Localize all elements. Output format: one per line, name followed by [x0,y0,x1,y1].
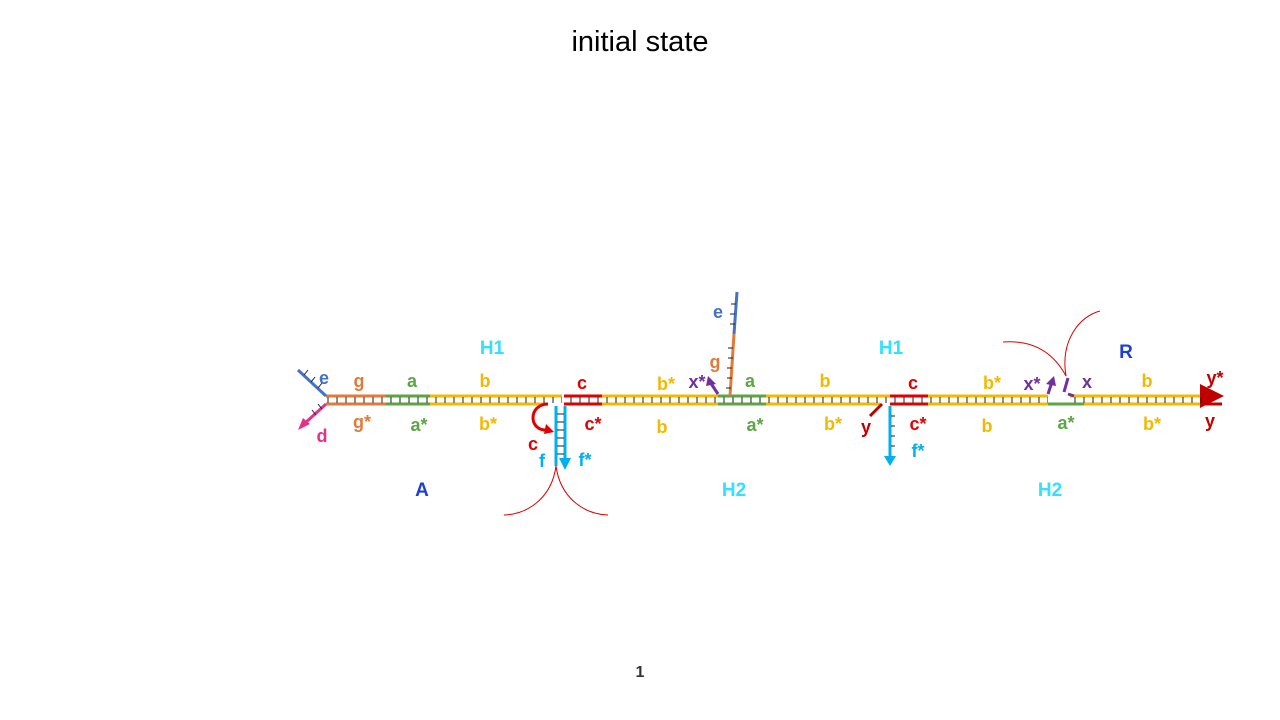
label-g-top: g [354,371,365,391]
right-branches [1046,376,1075,398]
label-f-star: f* [579,450,592,470]
label-b-star-top-2: b* [657,374,675,394]
label-c-top-2: c [908,373,918,393]
label-e-branch: e [713,302,723,322]
thin-red-curves-top [1002,310,1101,377]
label-y-left: y [861,417,871,437]
label-g-branch: g [710,352,721,372]
label-b-top-5: b [1142,371,1153,391]
label-a-star-bottom-1: a* [410,415,427,435]
label-b-top-1: b [480,371,491,391]
label-b-bottom-2: b [657,417,668,437]
arrow-f-star [559,458,571,470]
branch-e-left [296,368,328,398]
label-b-star-bottom-5: b* [1143,414,1161,434]
label-d-left: d [317,426,328,446]
label-c-top-1: c [577,373,587,393]
label-c-star-bottom-1: c* [584,414,601,434]
label-b-star-bottom-3: b* [824,414,842,434]
label-b-star-bottom-1: b* [479,414,497,434]
label-R: R [1119,342,1133,363]
loop-c [531,402,549,432]
label-A: A [415,480,429,501]
label-b-top-3: b [820,371,831,391]
page-number: 1 [635,664,645,681]
label-x: x [1082,372,1092,392]
slide-title: initial state [571,26,709,58]
thin-red-curves-bottom [503,465,609,516]
label-b-star-top-4: b* [983,373,1001,393]
label-e-left: e [319,368,329,388]
label-a-top-1: a [407,371,418,391]
middle-branch [706,291,739,397]
label-f-star-2: f* [912,441,925,461]
label-c-star-bottom-2: c* [909,414,926,434]
hairpin-c-loop [531,402,571,470]
label-H1-right: H1 [879,338,904,359]
label-c-loop: c [528,434,538,454]
label-H2-right: H2 [1038,480,1062,501]
branch-x [1062,377,1070,393]
label-H2-left: H2 [722,480,746,501]
label-x-star-1: x* [688,372,705,392]
left-end-branches [296,368,328,430]
label-a-star-bottom-2: a* [746,415,763,435]
label-H1-left: H1 [480,338,505,359]
label-b-bottom-4: b [982,416,993,436]
arrow-d-head [298,418,310,430]
base-pair-ticks [326,397,1202,403]
second-c-region [868,402,896,466]
branch-g-vertical [728,333,736,397]
label-y-star-top: y* [1206,368,1223,388]
label-a-star-bottom-3: a* [1057,413,1074,433]
branch-y-left [868,402,884,418]
label-x-star-2: x* [1023,374,1040,394]
label-f: f [539,451,546,471]
branch-e-vertical [732,291,739,335]
label-a-top-2: a [745,371,756,391]
label-y-bottom: y [1205,411,1215,431]
label-g-star-bottom: g* [353,412,371,432]
